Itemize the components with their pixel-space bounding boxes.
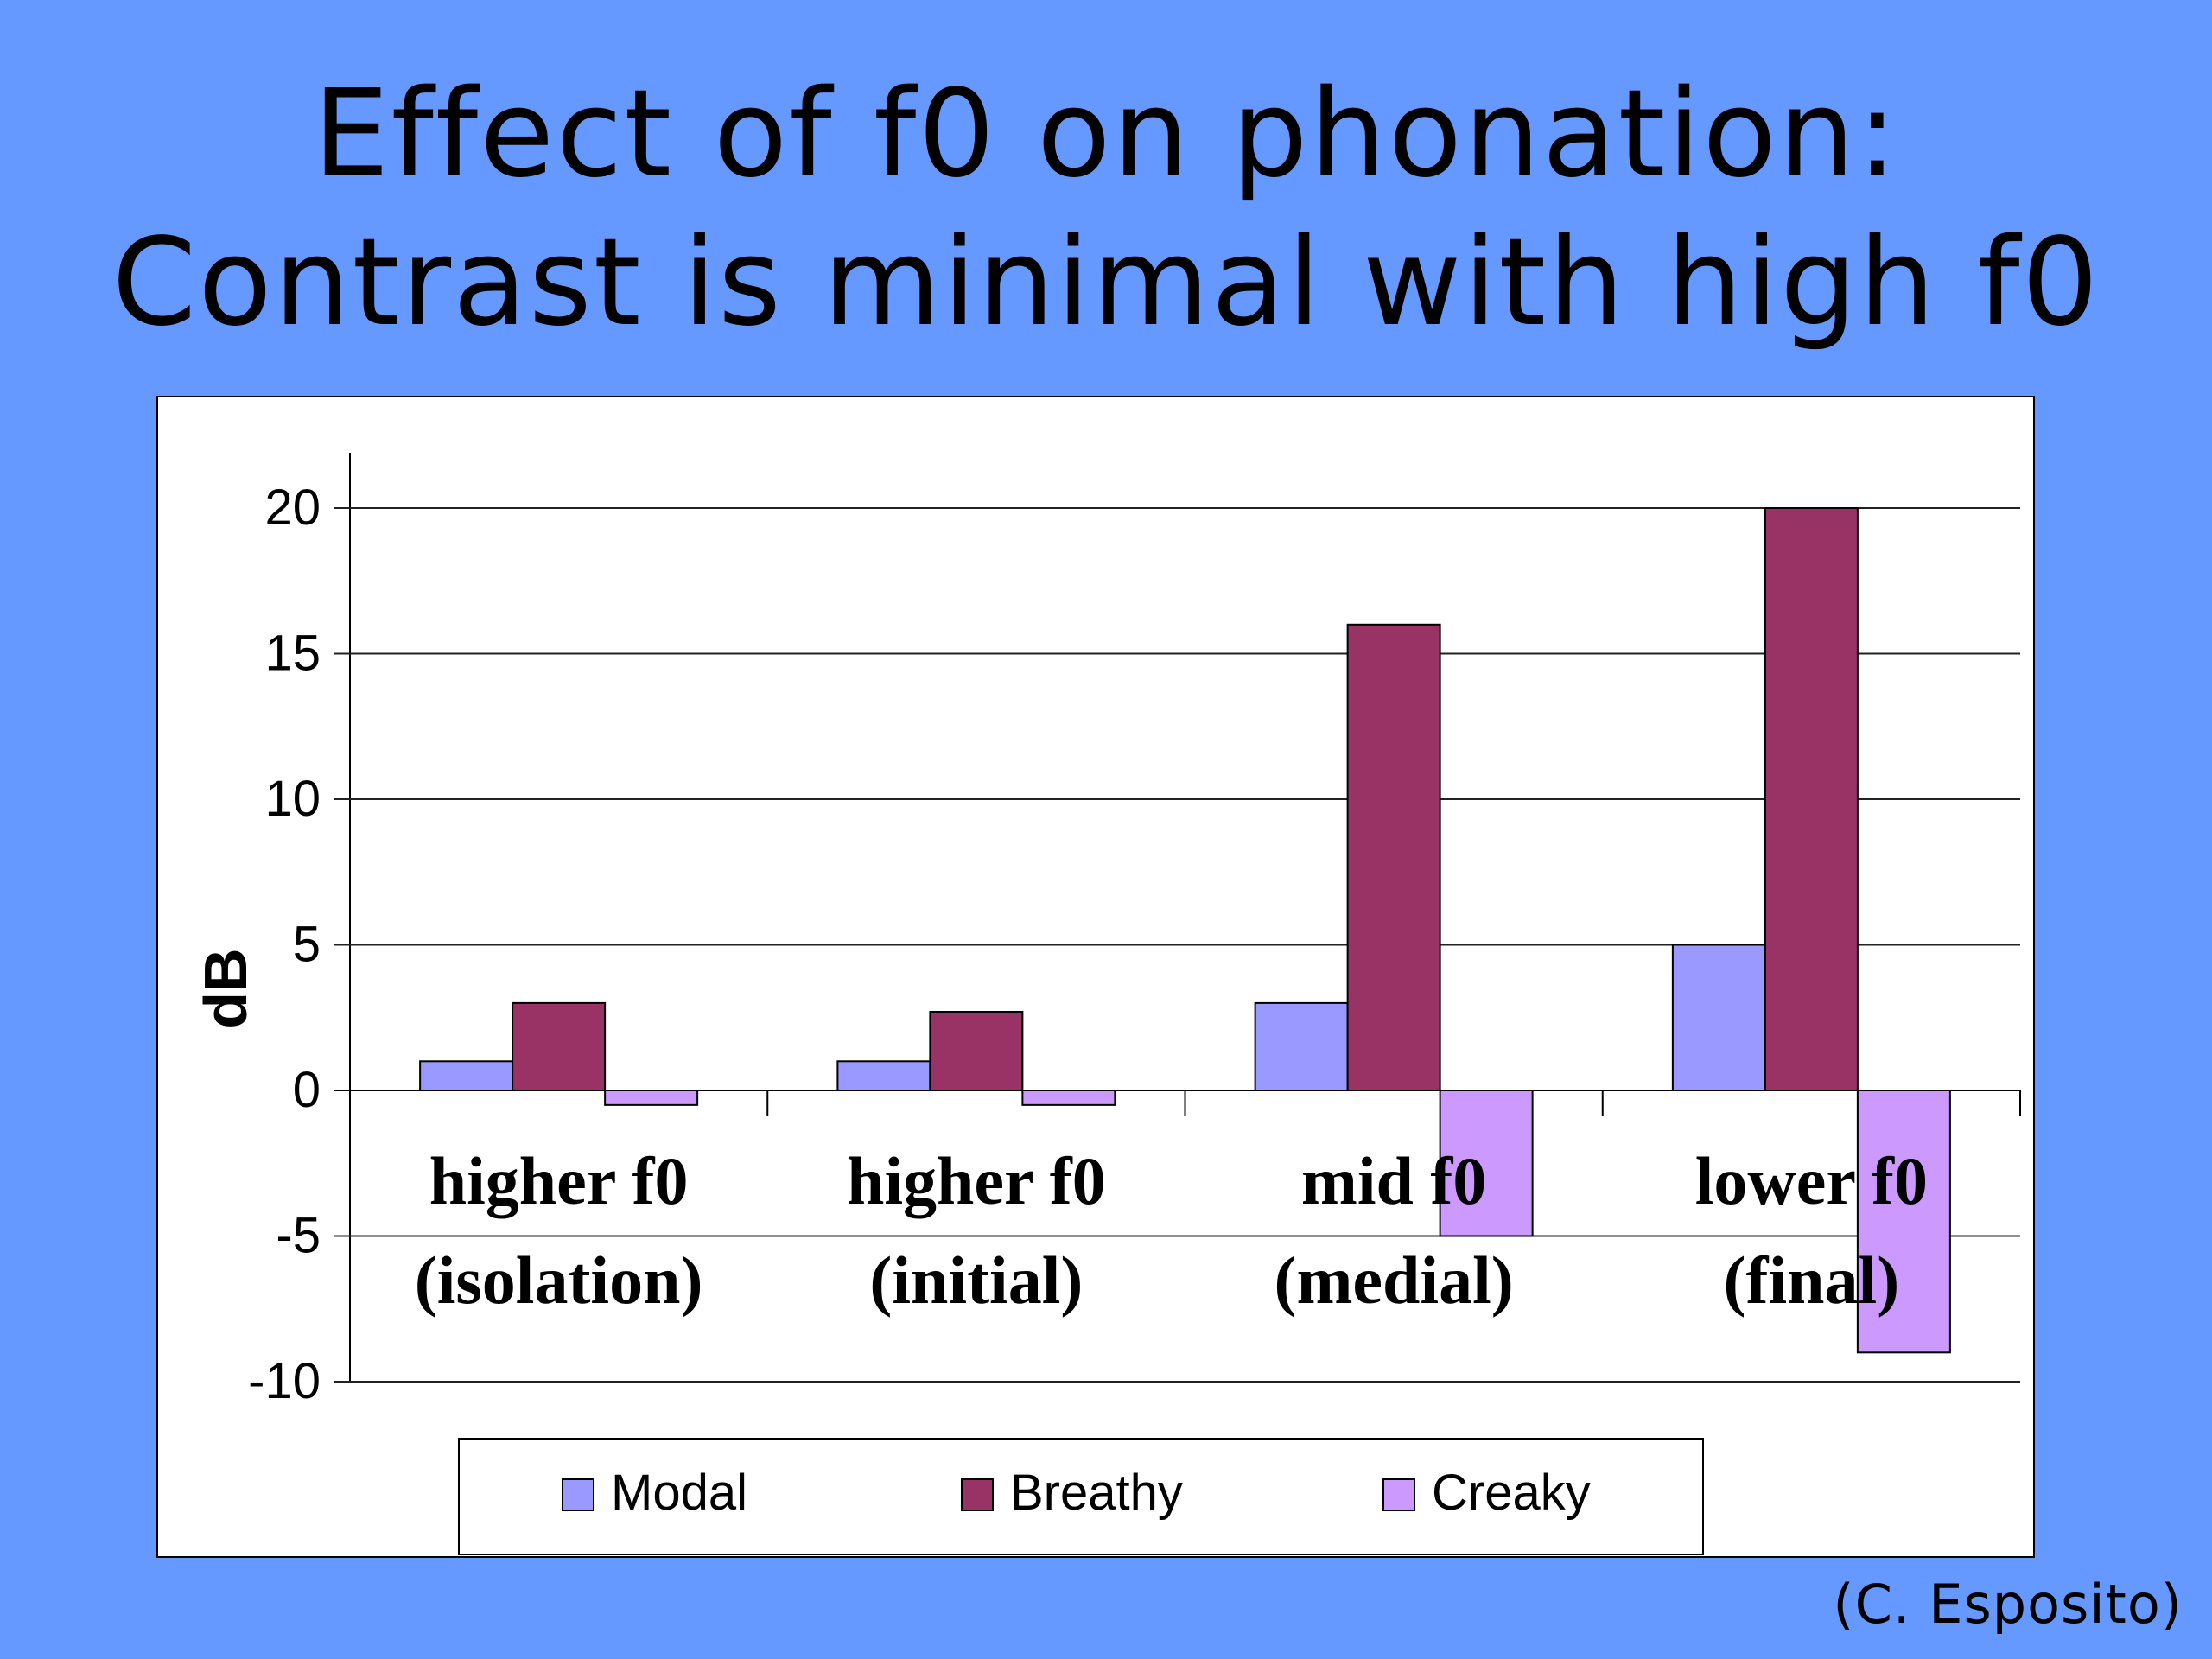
credit-text: (C. Esposito)	[1833, 1573, 2183, 1636]
chart-frame: 20 15 10 5 0 -5 -10 dB higher f0 (isolation) highe…	[156, 396, 2035, 1558]
x-category-label: lower f0	[1695, 1143, 1928, 1218]
bar-chart: 20 15 10 5 0 -5 -10 dB higher f0 (isolation) highe…	[158, 397, 2033, 1556]
slide-title-line-1: Effect of f0 on phonation:	[0, 60, 2212, 209]
legend-swatch-creaky	[1383, 1479, 1414, 1510]
x-category-label: mid f0	[1301, 1143, 1487, 1218]
y-tick-label: 10	[264, 771, 321, 827]
y-tick-label: 15	[264, 626, 321, 682]
y-tick-label: -10	[248, 1353, 321, 1409]
legend-swatch-breathy	[962, 1479, 993, 1510]
y-tick-label: 20	[264, 480, 321, 536]
x-category-label: (medial)	[1274, 1243, 1513, 1318]
legend-label-modal: Modal	[611, 1465, 747, 1521]
legend-swatch-modal	[563, 1479, 594, 1510]
y-axis-title: dB	[192, 948, 259, 1028]
y-tick-label: -5	[276, 1208, 321, 1264]
y-tick-label: 0	[293, 1062, 321, 1118]
slide-title: Effect of f0 on phonation: Contrast is m…	[0, 60, 2212, 358]
x-category-label: (isolation)	[415, 1243, 703, 1318]
x-category-label: higher f0	[847, 1143, 1106, 1218]
bar-modal	[1255, 1003, 1348, 1090]
bar-breathy	[1348, 625, 1440, 1090]
slide-title-line-2: Contrast is minimal with high f0	[0, 209, 2212, 358]
bar-breathy	[1765, 508, 1858, 1090]
bar-modal	[837, 1061, 930, 1090]
x-category-label: higher f0	[429, 1143, 689, 1218]
legend-label-breathy: Breathy	[1010, 1465, 1183, 1521]
legend-label-creaky: Creaky	[1432, 1465, 1591, 1521]
bar-creaky	[1022, 1090, 1115, 1105]
bar-modal	[1673, 945, 1765, 1091]
bar-creaky	[605, 1090, 697, 1105]
bar-breathy	[512, 1003, 605, 1090]
bar-modal	[420, 1061, 512, 1090]
y-tick-label: 5	[293, 917, 321, 973]
bar-breathy	[930, 1012, 1022, 1090]
x-category-label: (final)	[1724, 1243, 1900, 1318]
x-category-label: (initial)	[869, 1243, 1083, 1318]
